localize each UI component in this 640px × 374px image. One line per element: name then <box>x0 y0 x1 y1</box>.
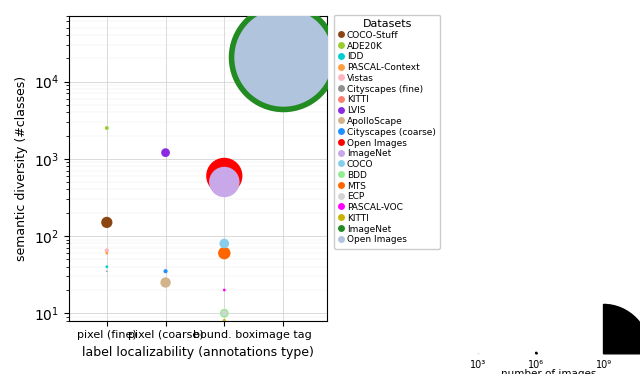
Point <box>278 55 288 61</box>
Point <box>161 268 171 274</box>
Point <box>102 125 112 131</box>
Point <box>219 318 229 324</box>
Text: 10³: 10³ <box>470 361 486 370</box>
Text: number of images: number of images <box>501 369 596 374</box>
Point <box>219 240 229 246</box>
Point <box>219 173 229 179</box>
Wedge shape <box>604 304 640 354</box>
Point <box>278 53 288 59</box>
Point <box>219 310 229 316</box>
Point <box>219 287 229 293</box>
Point <box>102 250 112 256</box>
Point <box>219 179 229 185</box>
Point <box>219 250 229 256</box>
Point <box>161 279 171 285</box>
X-axis label: label localizability (annotations type): label localizability (annotations type) <box>82 346 314 359</box>
Point <box>102 273 112 279</box>
Point <box>102 248 112 254</box>
Text: 10⁹: 10⁹ <box>595 361 612 370</box>
Point <box>102 268 112 274</box>
Point <box>219 310 229 316</box>
Y-axis label: semantic diversity (#classes): semantic diversity (#classes) <box>15 76 28 261</box>
Point <box>102 220 112 226</box>
Wedge shape <box>536 352 537 354</box>
Legend: COCO-Stuff, ADE20K, IDD, PASCAL-Context, Vistas, Cityscapes (fine), KITTI, LVIS,: COCO-Stuff, ADE20K, IDD, PASCAL-Context,… <box>334 15 440 249</box>
Point <box>102 264 112 270</box>
Point <box>161 150 171 156</box>
Text: 10⁶: 10⁶ <box>528 361 544 370</box>
